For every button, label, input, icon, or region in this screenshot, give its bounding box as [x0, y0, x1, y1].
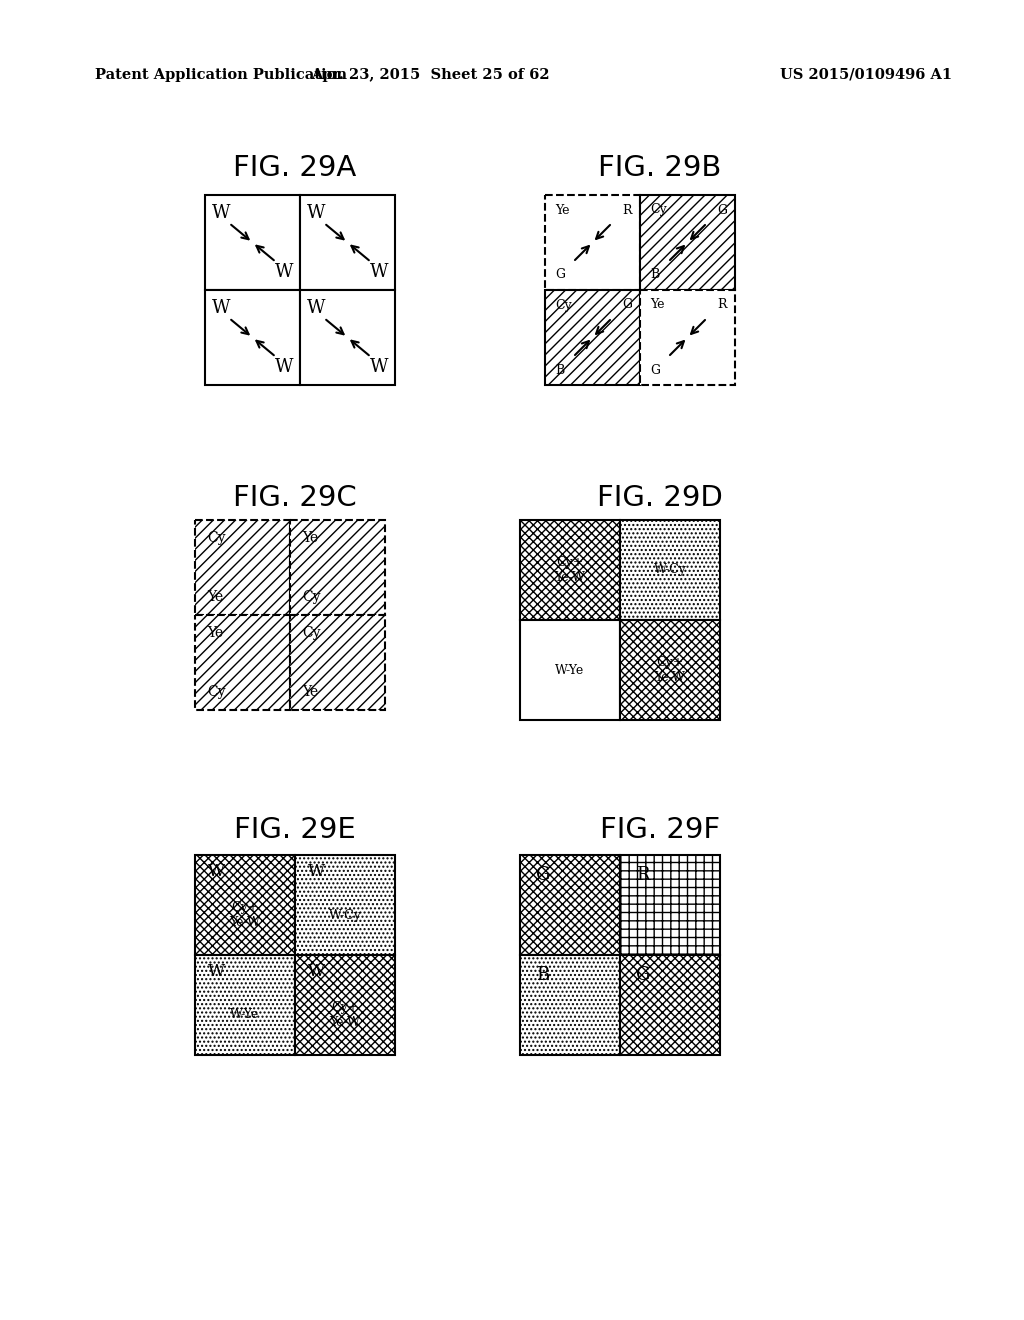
Text: G: G — [555, 268, 565, 281]
Text: Ye: Ye — [555, 203, 569, 216]
Text: Cy+
Ye-W: Cy+ Ye-W — [555, 556, 586, 583]
Text: Patent Application Publication: Patent Application Publication — [95, 69, 347, 82]
Text: W: W — [208, 962, 225, 979]
Bar — [640, 195, 735, 290]
Text: B: B — [536, 966, 549, 983]
Text: W-Cy: W-Cy — [329, 908, 361, 921]
Text: W: W — [308, 962, 326, 979]
Bar — [620, 520, 720, 620]
Bar — [520, 954, 620, 1055]
Text: G: G — [717, 203, 727, 216]
Text: Cy: Cy — [302, 590, 321, 605]
Text: Ye: Ye — [207, 590, 223, 605]
Text: W: W — [274, 358, 293, 376]
Text: W: W — [212, 205, 230, 222]
Text: B: B — [555, 363, 564, 376]
Bar — [300, 290, 395, 385]
Text: W: W — [274, 263, 293, 281]
Text: Cy: Cy — [302, 626, 321, 640]
Text: W-Ye: W-Ye — [230, 1008, 260, 1022]
Text: FIG. 29B: FIG. 29B — [598, 154, 722, 182]
Text: US 2015/0109496 A1: US 2015/0109496 A1 — [780, 69, 952, 82]
Text: Cy+
Ye-W: Cy+ Ye-W — [330, 1001, 360, 1030]
Text: FIG. 29C: FIG. 29C — [233, 484, 357, 512]
Bar — [640, 290, 735, 385]
Text: Apr. 23, 2015  Sheet 25 of 62: Apr. 23, 2015 Sheet 25 of 62 — [310, 69, 549, 82]
Text: G: G — [622, 298, 632, 312]
Bar — [545, 290, 640, 385]
Text: Ye: Ye — [650, 298, 665, 312]
Text: FIG. 29D: FIG. 29D — [597, 484, 723, 512]
Text: B: B — [650, 268, 659, 281]
Text: Cy: Cy — [555, 298, 571, 312]
Bar — [620, 620, 720, 719]
Bar — [545, 195, 640, 290]
Bar — [620, 954, 720, 1055]
Text: Cy: Cy — [207, 531, 225, 545]
Bar — [195, 954, 295, 1055]
Bar — [295, 954, 395, 1055]
Text: FIG. 29F: FIG. 29F — [600, 816, 720, 843]
Text: Cy+
Ye-W: Cy+ Ye-W — [229, 902, 260, 929]
Text: FIG. 29E: FIG. 29E — [234, 816, 356, 843]
Bar — [205, 195, 300, 290]
Bar — [520, 620, 620, 719]
Text: W: W — [308, 862, 326, 879]
Bar — [300, 195, 395, 290]
Text: W: W — [307, 205, 326, 222]
Bar — [195, 520, 290, 615]
Text: FIG. 29A: FIG. 29A — [233, 154, 356, 182]
Bar — [520, 520, 620, 620]
Text: Cy: Cy — [207, 685, 225, 700]
Text: Ye: Ye — [302, 531, 318, 545]
Text: R: R — [623, 203, 632, 216]
Text: Ye: Ye — [302, 685, 318, 700]
Bar — [205, 290, 300, 385]
Bar — [195, 855, 295, 954]
Text: W: W — [208, 862, 225, 879]
Text: G: G — [536, 866, 550, 884]
Bar — [520, 855, 620, 954]
Text: W: W — [307, 300, 326, 317]
Text: R: R — [636, 866, 649, 884]
Text: W: W — [370, 358, 388, 376]
Text: R: R — [718, 298, 727, 312]
Bar — [620, 855, 720, 954]
Text: W-Ye: W-Ye — [555, 664, 585, 676]
Text: W-Cy: W-Cy — [653, 564, 686, 577]
Text: G: G — [636, 966, 650, 983]
Text: Cy: Cy — [650, 203, 667, 216]
Text: Ye: Ye — [207, 626, 223, 640]
Bar — [295, 855, 395, 954]
Text: W: W — [212, 300, 230, 317]
Bar — [290, 615, 385, 710]
Bar — [290, 520, 385, 615]
Text: W: W — [370, 263, 388, 281]
Text: G: G — [650, 363, 660, 376]
Bar — [195, 615, 290, 710]
Text: Cy+
Ye-W: Cy+ Ye-W — [654, 656, 685, 684]
